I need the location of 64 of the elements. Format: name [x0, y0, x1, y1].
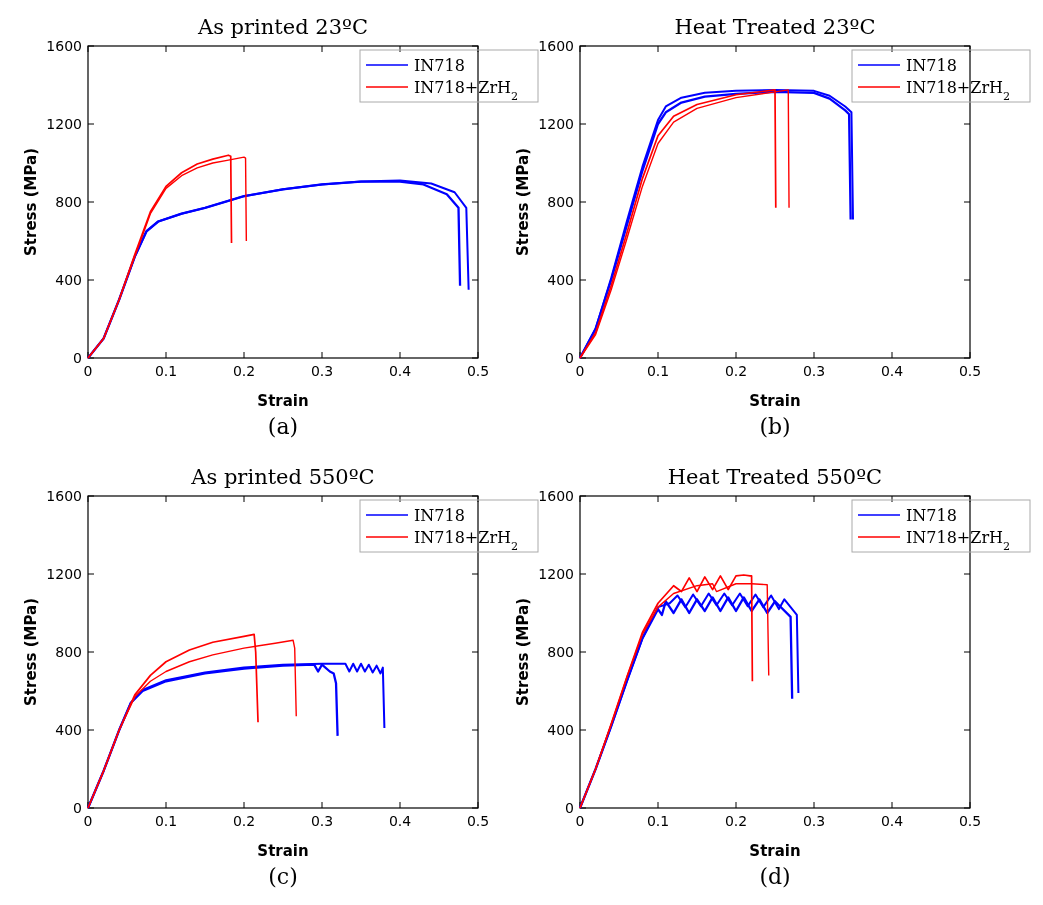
legend-label: IN718	[414, 506, 465, 525]
x-tick-label: 0	[83, 363, 93, 379]
y-tick-label: 1200	[46, 565, 82, 582]
y-tick-label: 800	[55, 643, 82, 660]
x-axis-title: Strain	[749, 842, 801, 860]
x-tick-label: 0.2	[232, 813, 256, 829]
x-tick-label: 0.5	[466, 813, 490, 829]
y-axis-title: Stress (MPa)	[22, 148, 40, 256]
y-tick-label: 800	[547, 193, 574, 210]
y-tick-label: 800	[55, 193, 82, 210]
x-tick-label: 0.5	[466, 363, 490, 379]
x-tick-label: 0.4	[388, 363, 412, 379]
y-tick-label: 800	[547, 643, 574, 660]
y-tick-label: 1600	[538, 37, 574, 54]
chart-title: As printed 23ºC	[197, 15, 368, 39]
y-tick-label: 0	[565, 799, 574, 816]
x-tick-label: 0.4	[880, 363, 904, 379]
y-axis-title: Stress (MPa)	[514, 148, 532, 256]
text: (a)	[267, 414, 299, 439]
x-tick-label: 0.5	[958, 363, 982, 379]
x-tick-label: 0	[575, 363, 585, 379]
y-tick-label: 0	[565, 349, 574, 366]
chart-title: Heat Treated 23ºC	[674, 15, 876, 39]
x-tick-label: 0	[575, 813, 585, 829]
x-tick-label: 0.4	[388, 813, 412, 829]
y-tick-label: 0	[73, 349, 82, 366]
text: (b)	[759, 414, 791, 439]
y-tick-label: 1600	[46, 37, 82, 54]
x-tick-label: 0.3	[802, 813, 826, 829]
x-tick-label: 0.1	[154, 363, 178, 379]
x-axis-title: Strain	[257, 842, 309, 860]
y-axis-title: Stress (MPa)	[514, 598, 532, 706]
text: (d)	[759, 864, 791, 889]
legend-label: IN718	[906, 506, 957, 525]
x-tick-label: 0.3	[802, 363, 826, 379]
y-tick-label: 0	[73, 799, 82, 816]
x-axis-title: Strain	[257, 392, 309, 410]
y-tick-label: 1600	[538, 487, 574, 504]
y-tick-label: 400	[55, 271, 82, 288]
y-axis-title: Stress (MPa)	[22, 598, 40, 706]
y-tick-label: 1200	[538, 115, 574, 132]
x-tick-label: 0.1	[646, 363, 670, 379]
legend-label: IN718	[414, 56, 465, 75]
x-tick-label: 0.1	[154, 813, 178, 829]
y-tick-label: 1200	[46, 115, 82, 132]
x-tick-label: 0	[83, 813, 93, 829]
y-tick-label: 400	[547, 721, 574, 738]
y-tick-label: 1200	[538, 565, 574, 582]
x-tick-label: 0.4	[880, 813, 904, 829]
y-tick-label: 400	[55, 721, 82, 738]
chart-title: As printed 550ºC	[190, 465, 375, 489]
x-tick-label: 0.3	[310, 363, 334, 379]
y-tick-label: 1600	[46, 487, 82, 504]
x-tick-label: 0.2	[724, 363, 748, 379]
y-tick-label: 400	[547, 271, 574, 288]
x-axis-title: Strain	[749, 392, 801, 410]
text: (c)	[268, 864, 298, 889]
x-tick-label: 0.5	[958, 813, 982, 829]
x-tick-label: 0.3	[310, 813, 334, 829]
chart-title: Heat Treated 550ºC	[667, 465, 883, 489]
legend-label: IN718	[906, 56, 957, 75]
x-tick-label: 0.2	[724, 813, 748, 829]
x-tick-label: 0.2	[232, 363, 256, 379]
x-tick-label: 0.1	[646, 813, 670, 829]
